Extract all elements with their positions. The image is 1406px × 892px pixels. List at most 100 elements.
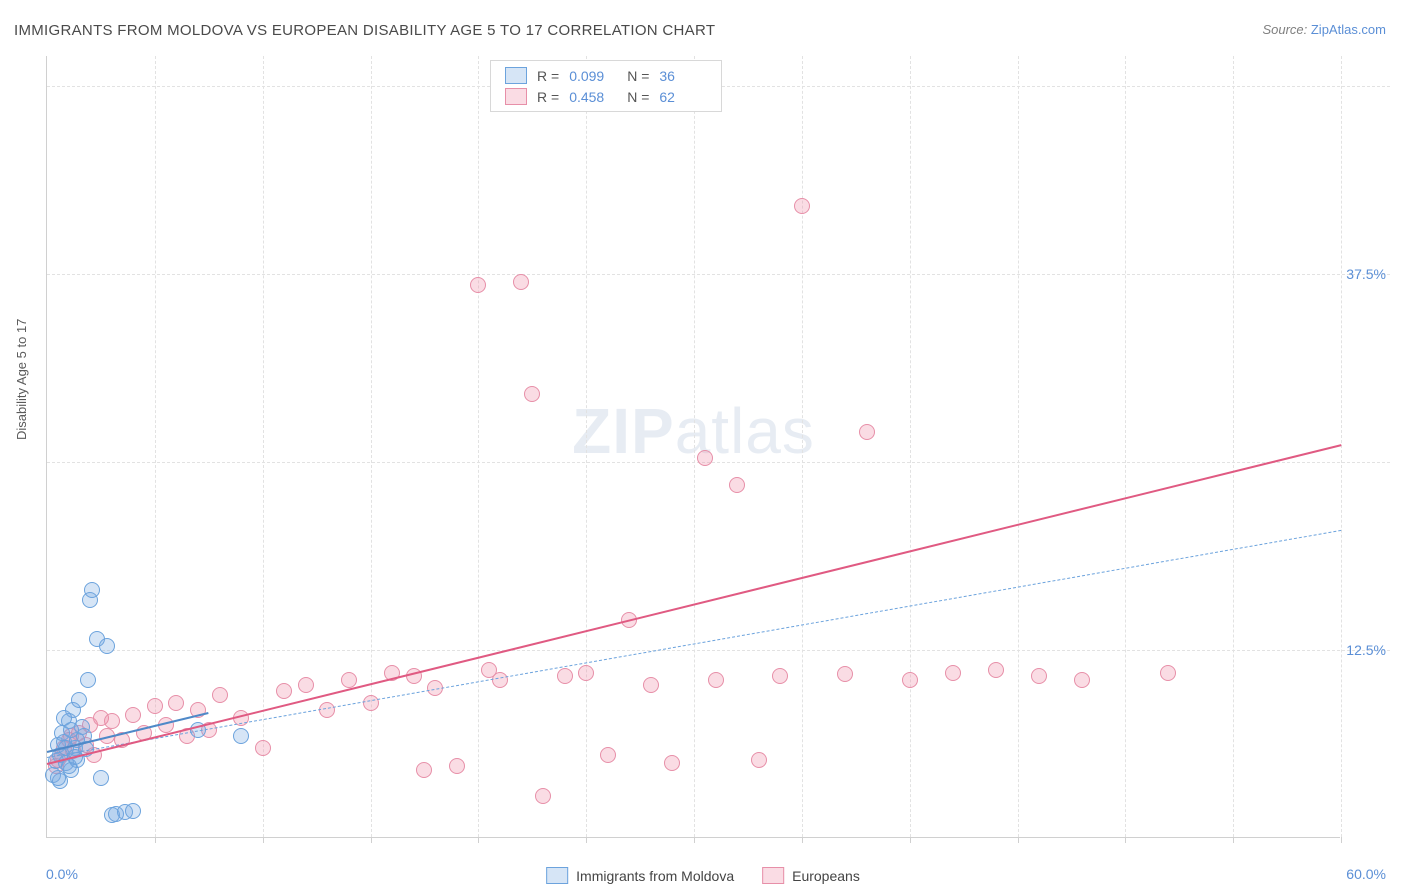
x-tick-mark [1233, 837, 1234, 843]
data-point-europeans[interactable] [751, 752, 767, 768]
x-tick-mark [478, 837, 479, 843]
data-point-europeans[interactable] [341, 672, 357, 688]
x-tick-mark [1341, 837, 1342, 843]
legend-label-moldova: Immigrants from Moldova [576, 868, 734, 884]
x-tick-min: 0.0% [46, 866, 78, 882]
swatch-moldova-icon [546, 867, 568, 884]
x-tick-mark [1125, 837, 1126, 843]
data-point-europeans[interactable] [492, 672, 508, 688]
x-tick-mark [371, 837, 372, 843]
data-point-europeans[interactable] [945, 665, 961, 681]
data-point-europeans[interactable] [363, 695, 379, 711]
data-point-moldova[interactable] [125, 803, 141, 819]
x-tick-mark [586, 837, 587, 843]
data-point-europeans[interactable] [697, 450, 713, 466]
gridline-v [1125, 56, 1126, 837]
data-point-europeans[interactable] [600, 747, 616, 763]
r-label: R = [537, 89, 559, 105]
source-value[interactable]: ZipAtlas.com [1311, 22, 1386, 37]
data-point-europeans[interactable] [1074, 672, 1090, 688]
x-tick-mark [263, 837, 264, 843]
data-point-europeans[interactable] [513, 274, 529, 290]
data-point-europeans[interactable] [837, 666, 853, 682]
gridline-v [586, 56, 587, 837]
data-point-europeans[interactable] [535, 788, 551, 804]
gridline-v [1341, 56, 1342, 837]
x-tick-mark [802, 837, 803, 843]
data-point-europeans[interactable] [1160, 665, 1176, 681]
data-point-europeans[interactable] [643, 677, 659, 693]
legend-label-europeans: Europeans [792, 868, 860, 884]
data-point-europeans[interactable] [449, 758, 465, 774]
x-tick-mark [910, 837, 911, 843]
data-point-europeans[interactable] [416, 762, 432, 778]
gridline-h [47, 650, 1390, 651]
source-label: Source: [1262, 22, 1310, 37]
data-point-moldova[interactable] [50, 770, 66, 786]
data-point-europeans[interactable] [988, 662, 1004, 678]
stats-row-europeans: R = 0.458 N = 62 [505, 88, 707, 105]
gridline-v [1233, 56, 1234, 837]
gridline-v [694, 56, 695, 837]
data-point-europeans[interactable] [470, 277, 486, 293]
data-point-europeans[interactable] [524, 386, 540, 402]
y-axis-label: Disability Age 5 to 17 [14, 319, 29, 440]
data-point-moldova[interactable] [71, 692, 87, 708]
y-tick-label: 12.5% [1346, 642, 1386, 658]
data-point-europeans[interactable] [212, 687, 228, 703]
data-point-europeans[interactable] [729, 477, 745, 493]
data-point-europeans[interactable] [859, 424, 875, 440]
gridline-v [478, 56, 479, 837]
data-point-europeans[interactable] [772, 668, 788, 684]
y-tick-label: 37.5% [1346, 266, 1386, 282]
data-point-europeans[interactable] [1031, 668, 1047, 684]
r-value-europeans: 0.458 [569, 89, 617, 105]
r-value-moldova: 0.099 [569, 68, 617, 84]
stats-legend: R = 0.099 N = 36 R = 0.458 N = 62 [490, 60, 722, 112]
gridline-h [47, 274, 1390, 275]
plot-area: ZIPatlas [46, 56, 1340, 838]
gridline-v [155, 56, 156, 837]
data-point-europeans[interactable] [147, 698, 163, 714]
n-value-europeans: 62 [659, 89, 707, 105]
data-point-europeans[interactable] [557, 668, 573, 684]
data-point-moldova[interactable] [63, 722, 79, 738]
data-point-moldova[interactable] [80, 672, 96, 688]
x-tick-mark [1018, 837, 1019, 843]
gridline-v [802, 56, 803, 837]
legend-item-moldova[interactable]: Immigrants from Moldova [546, 867, 734, 884]
data-point-moldova[interactable] [233, 728, 249, 744]
data-point-europeans[interactable] [104, 713, 120, 729]
data-point-moldova[interactable] [99, 638, 115, 654]
r-label: R = [537, 68, 559, 84]
data-point-europeans[interactable] [276, 683, 292, 699]
data-point-europeans[interactable] [255, 740, 271, 756]
gridline-v [910, 56, 911, 837]
x-tick-mark [694, 837, 695, 843]
data-point-europeans[interactable] [708, 672, 724, 688]
data-point-europeans[interactable] [319, 702, 335, 718]
source-attribution: Source: ZipAtlas.com [1262, 22, 1386, 37]
series-legend: Immigrants from Moldova Europeans [546, 867, 860, 884]
data-point-europeans[interactable] [578, 665, 594, 681]
data-point-europeans[interactable] [664, 755, 680, 771]
swatch-europeans-icon [762, 867, 784, 884]
stats-row-moldova: R = 0.099 N = 36 [505, 67, 707, 84]
swatch-moldova [505, 67, 527, 84]
gridline-v [1018, 56, 1019, 837]
data-point-europeans[interactable] [125, 707, 141, 723]
gridline-h [47, 462, 1390, 463]
n-value-moldova: 36 [659, 68, 707, 84]
chart-title: IMMIGRANTS FROM MOLDOVA VS EUROPEAN DISA… [14, 22, 715, 39]
swatch-europeans [505, 88, 527, 105]
data-point-europeans[interactable] [168, 695, 184, 711]
data-point-europeans[interactable] [298, 677, 314, 693]
data-point-europeans[interactable] [902, 672, 918, 688]
data-point-moldova[interactable] [84, 582, 100, 598]
x-tick-max: 60.0% [1346, 866, 1386, 882]
gridline-v [371, 56, 372, 837]
chart-container: IMMIGRANTS FROM MOLDOVA VS EUROPEAN DISA… [0, 0, 1406, 892]
data-point-europeans[interactable] [794, 198, 810, 214]
data-point-moldova[interactable] [93, 770, 109, 786]
legend-item-europeans[interactable]: Europeans [762, 867, 860, 884]
